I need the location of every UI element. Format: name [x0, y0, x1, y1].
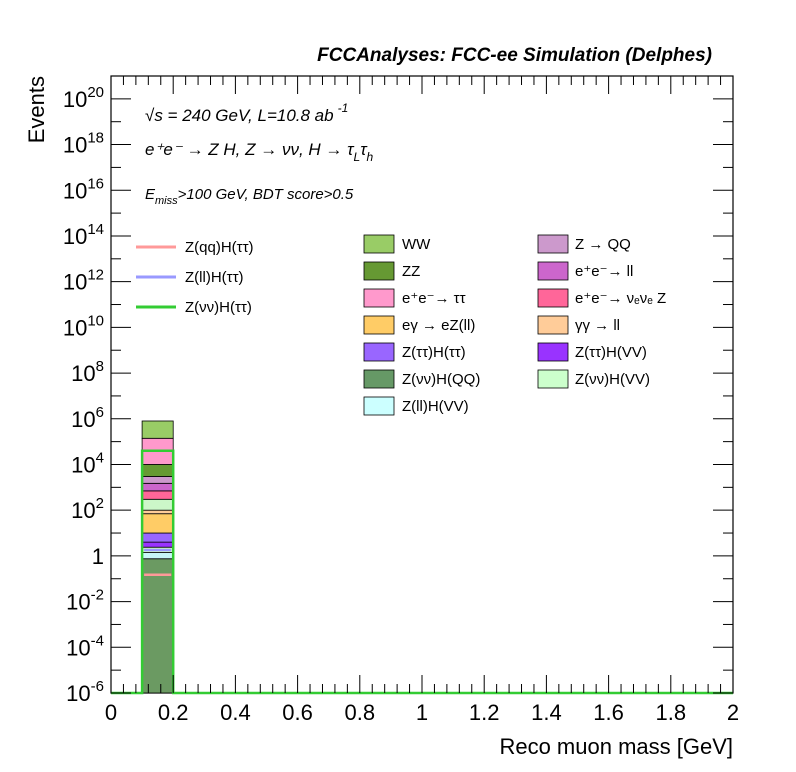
x-tick-label: 1.2	[469, 700, 500, 725]
stack-segment-11	[141, 464, 174, 477]
x-tick-label: 0.8	[345, 700, 376, 725]
y-tick-label: 1010	[63, 312, 104, 340]
legend-label: WW	[402, 236, 431, 253]
legend-label: γγ → ll	[575, 317, 620, 334]
legend-swatch	[363, 369, 395, 389]
stack-layer	[141, 420, 174, 694]
x-tick-label: 0	[105, 700, 117, 725]
y-tick-label: 1	[92, 544, 104, 569]
legend-signal-label: Z(νν)H(ττ)	[185, 299, 252, 316]
legend-swatch	[363, 315, 395, 335]
legend-label: Z(νν)H(QQ)	[402, 371, 480, 388]
x-tick-label: 1.4	[531, 700, 562, 725]
legend-swatch	[363, 234, 395, 254]
cut-annotation: Emiss>100 GeV, BDT score>0.5	[145, 186, 354, 207]
y-tick-label: 106	[71, 404, 104, 432]
legend-swatch	[537, 234, 569, 254]
stack-segment-1	[141, 552, 174, 560]
legend-label: Z(ττ)H(VV)	[575, 344, 647, 361]
stack-segment-13	[141, 420, 174, 439]
stack-segment-3	[141, 541, 174, 548]
y-tick-label: 1014	[63, 221, 104, 249]
signal-line-2	[111, 449, 733, 695]
x-tick-label: 0.4	[220, 700, 251, 725]
y-tick-label: 1020	[63, 84, 104, 112]
plot-frame	[110, 75, 734, 694]
x-tick-label: 2	[727, 700, 739, 725]
stack-segment-7	[141, 498, 174, 511]
y-tick-label: 1016	[63, 175, 104, 203]
legend-label: Z(ττ)H(ττ)	[402, 344, 466, 361]
legend-swatch	[363, 396, 395, 416]
y-tick-label: 108	[71, 358, 104, 386]
legend-swatch	[537, 342, 569, 362]
stack-segment-0	[141, 558, 174, 694]
y-tick-label: 10-2	[66, 587, 104, 615]
legend-swatch	[537, 369, 569, 389]
legend-swatch	[537, 288, 569, 308]
legend-label: e⁺e⁻→ ll	[575, 263, 633, 280]
process-annotation: e⁺e⁻ → Z H, Z → νν, H → τLτh	[145, 140, 374, 164]
y-tick-label: 102	[71, 495, 104, 523]
tick-layer: 0 0.2 0.4 0.6 0.8 1 1.2 1.4 1.6 1.8 2 1020 1018 1016 1…	[63, 75, 739, 725]
legend-signal-label: Z(qq)H(ττ)	[185, 239, 254, 256]
stack-segment-10	[141, 476, 174, 484]
stack-segment-9	[141, 482, 174, 492]
stack-segment-4	[141, 532, 174, 543]
stack-segment-5	[141, 513, 174, 534]
y-tick-label: 10-4	[66, 632, 104, 660]
stack-segment-8	[141, 490, 174, 500]
legend-swatch	[363, 342, 395, 362]
signal-layer	[111, 449, 733, 695]
legend-label: Z → QQ	[575, 236, 631, 253]
x-axis-label: Reco muon mass [GeV]	[499, 734, 733, 759]
stack-segment-6	[141, 509, 174, 515]
legend-swatch	[363, 288, 395, 308]
y-tick-label: 1018	[63, 130, 104, 158]
y-axis-label: Events	[24, 76, 49, 143]
energy-lumi-annotation: √s = 240 GeV, L=10.8 ab -1	[145, 101, 348, 125]
y-tick-label: 104	[71, 449, 104, 477]
legend-label: e⁺e⁻→ νₑνₑ Z	[575, 290, 666, 307]
y-tick-label: 10-6	[66, 678, 104, 706]
x-tick-label: 1.8	[656, 700, 687, 725]
legend-swatch	[363, 261, 395, 281]
x-tick-label: 0.2	[158, 700, 189, 725]
x-tick-label: 1	[416, 700, 428, 725]
legend-swatch	[537, 261, 569, 281]
legend-label: ZZ	[402, 263, 420, 280]
legend-label: Z(νν)H(VV)	[575, 371, 650, 388]
legend: Z(qq)H(ττ) Z(ll)H(ττ) Z(νν)H(ττ) WW ZZ e⁺e⁻→ …	[136, 234, 666, 416]
legend-signal-label: Z(ll)H(ττ)	[185, 269, 244, 286]
legend-label: Z(ll)H(VV)	[402, 398, 469, 415]
legend-label: e⁺e⁻→ ττ	[402, 290, 466, 307]
x-tick-label: 1.6	[593, 700, 624, 725]
x-tick-label: 0.6	[282, 700, 313, 725]
legend-label: eγ → eZ(ll)	[402, 317, 475, 334]
y-tick-label: 1012	[63, 267, 104, 295]
legend-swatch	[537, 315, 569, 335]
chart-title: FCCAnalyses: FCC-ee Simulation (Delphes)	[317, 45, 712, 66]
